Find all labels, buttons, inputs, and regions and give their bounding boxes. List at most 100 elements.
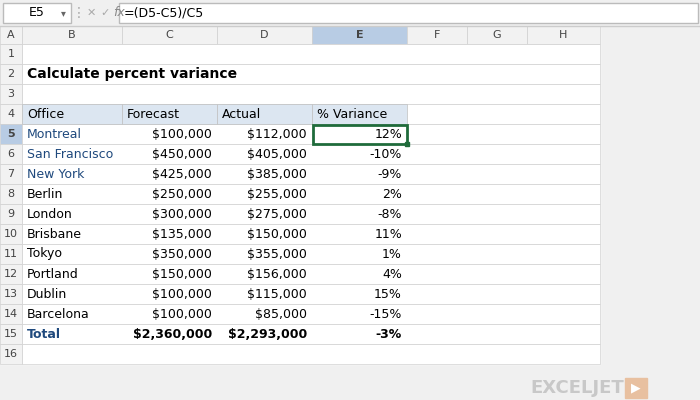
- Text: $255,000: $255,000: [247, 188, 307, 200]
- Text: -15%: -15%: [370, 308, 402, 320]
- Text: 12%: 12%: [374, 128, 402, 140]
- Text: $115,000: $115,000: [247, 288, 307, 300]
- Bar: [0, 84, 22, 104]
- Bar: [0, 26, 22, 44]
- Text: San Francisco: San Francisco: [27, 148, 113, 160]
- Bar: [0, 0, 600, 364]
- Text: $85,000: $85,000: [255, 308, 307, 320]
- Bar: [0, 164, 22, 184]
- Bar: [0, 324, 22, 344]
- Bar: [22, 164, 600, 184]
- Text: C: C: [166, 30, 174, 40]
- Text: ▶: ▶: [631, 382, 640, 394]
- Bar: [22, 244, 600, 264]
- Text: 14: 14: [4, 309, 18, 319]
- Text: 7: 7: [8, 169, 15, 179]
- Text: 16: 16: [4, 349, 18, 359]
- Bar: [22, 224, 600, 244]
- Text: 15%: 15%: [374, 288, 402, 300]
- Bar: [122, 26, 217, 44]
- Bar: [22, 344, 600, 364]
- Text: 6: 6: [8, 149, 15, 159]
- Bar: [0, 64, 22, 84]
- Bar: [119, 3, 698, 23]
- Bar: [527, 26, 600, 44]
- Bar: [625, 378, 647, 398]
- Text: Montreal: Montreal: [27, 128, 82, 140]
- Text: -8%: -8%: [377, 208, 402, 220]
- Text: ▾: ▾: [61, 8, 65, 18]
- Bar: [22, 64, 600, 84]
- Text: 5: 5: [7, 129, 15, 139]
- Text: Forecast: Forecast: [127, 108, 180, 120]
- Text: % Variance: % Variance: [317, 108, 387, 120]
- Text: $150,000: $150,000: [152, 268, 212, 280]
- Bar: [467, 26, 527, 44]
- Bar: [407, 26, 467, 44]
- Text: $425,000: $425,000: [153, 168, 212, 180]
- Bar: [22, 104, 600, 124]
- Text: $112,000: $112,000: [247, 128, 307, 140]
- Text: $275,000: $275,000: [247, 208, 307, 220]
- Text: $350,000: $350,000: [152, 248, 212, 260]
- Bar: [0, 344, 22, 364]
- Text: E5: E5: [29, 6, 45, 20]
- Bar: [0, 284, 22, 304]
- Bar: [22, 124, 600, 144]
- Bar: [405, 142, 409, 146]
- Text: Barcelona: Barcelona: [27, 308, 90, 320]
- Text: $250,000: $250,000: [152, 188, 212, 200]
- Text: fx: fx: [113, 6, 125, 20]
- Text: $156,000: $156,000: [247, 268, 307, 280]
- Bar: [0, 44, 22, 64]
- Bar: [312, 104, 407, 124]
- Bar: [0, 224, 22, 244]
- Text: 1: 1: [8, 49, 15, 59]
- Bar: [0, 104, 22, 124]
- Text: Brisbane: Brisbane: [27, 228, 82, 240]
- Text: $135,000: $135,000: [153, 228, 212, 240]
- Text: New York: New York: [27, 168, 85, 180]
- Text: A: A: [7, 30, 15, 40]
- Bar: [0, 244, 22, 264]
- Text: Calculate percent variance: Calculate percent variance: [27, 67, 237, 81]
- Text: $2,360,000: $2,360,000: [133, 328, 212, 340]
- Text: Berlin: Berlin: [27, 188, 64, 200]
- Bar: [217, 26, 312, 44]
- Text: London: London: [27, 208, 73, 220]
- Bar: [0, 0, 700, 26]
- Bar: [22, 84, 600, 104]
- Bar: [22, 144, 600, 164]
- Text: $100,000: $100,000: [152, 288, 212, 300]
- Text: ⋮: ⋮: [72, 6, 86, 20]
- Bar: [0, 124, 22, 144]
- Bar: [312, 124, 407, 144]
- Text: 3: 3: [8, 89, 15, 99]
- Bar: [3, 3, 71, 23]
- Text: 12%: 12%: [374, 128, 402, 140]
- Bar: [22, 324, 600, 344]
- Text: $385,000: $385,000: [247, 168, 307, 180]
- Text: 2: 2: [8, 69, 15, 79]
- Text: $355,000: $355,000: [247, 248, 307, 260]
- Bar: [22, 204, 600, 224]
- Text: Actual: Actual: [222, 108, 261, 120]
- Text: Total: Total: [27, 328, 61, 340]
- Bar: [122, 104, 217, 124]
- Bar: [22, 184, 600, 204]
- Bar: [217, 104, 312, 124]
- Text: -10%: -10%: [370, 148, 402, 160]
- Text: 11%: 11%: [374, 228, 402, 240]
- Text: $100,000: $100,000: [152, 308, 212, 320]
- Bar: [0, 184, 22, 204]
- Text: $450,000: $450,000: [152, 148, 212, 160]
- Bar: [0, 264, 22, 284]
- Text: 13: 13: [4, 289, 18, 299]
- Text: Portland: Portland: [27, 268, 78, 280]
- Bar: [22, 44, 600, 64]
- Text: $2,293,000: $2,293,000: [228, 328, 307, 340]
- Bar: [22, 264, 600, 284]
- Text: 4: 4: [8, 109, 15, 119]
- Text: D: D: [260, 30, 269, 40]
- Text: $300,000: $300,000: [152, 208, 212, 220]
